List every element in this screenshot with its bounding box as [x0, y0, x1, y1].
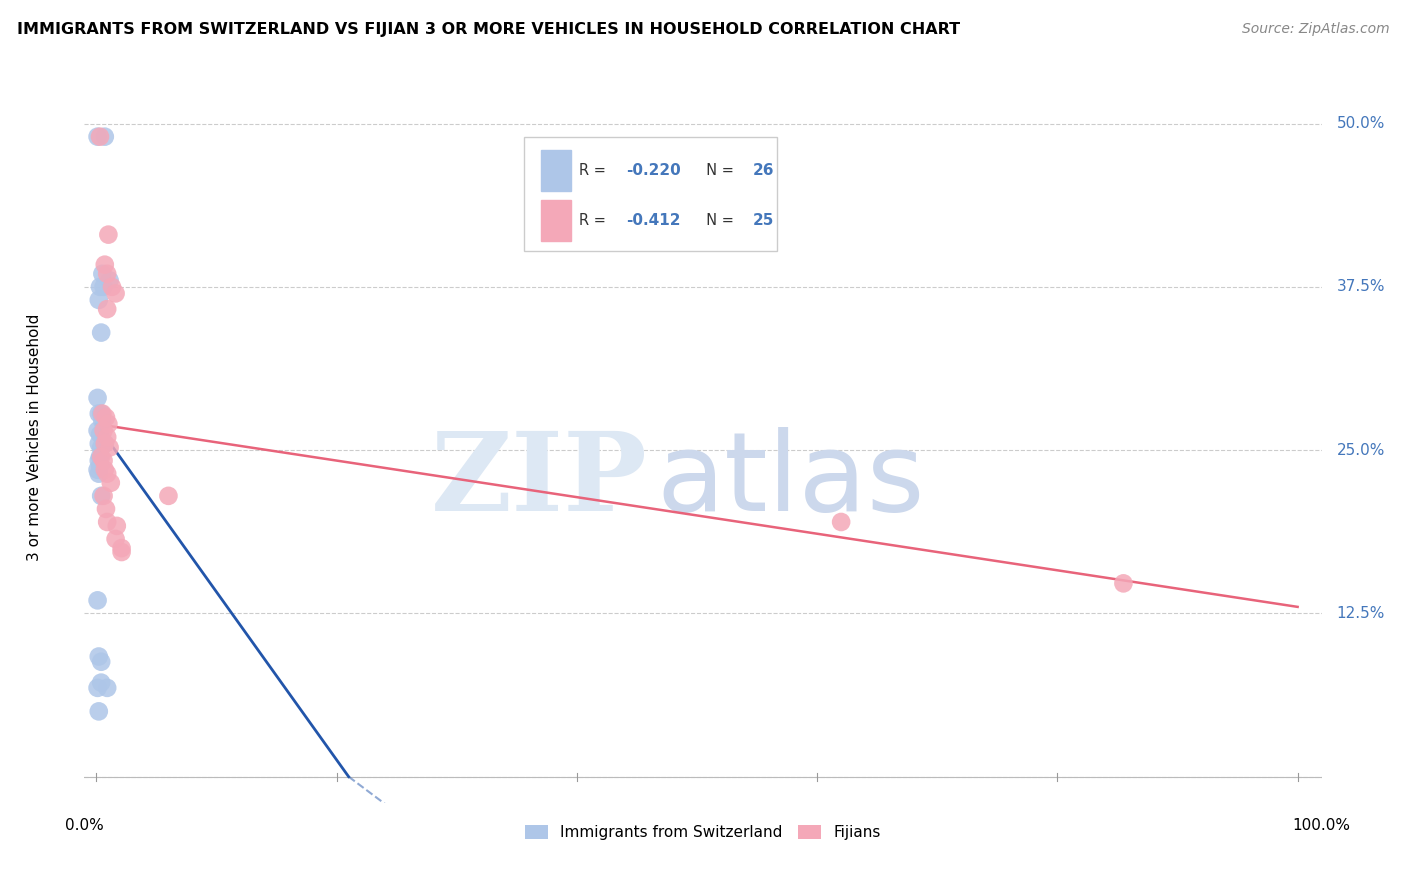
Point: [94, 463, 117, 477]
Point: [89, 280, 111, 294]
Point: [86, 463, 108, 477]
Text: -0.412: -0.412: [626, 213, 681, 227]
Point: [93, 453, 115, 467]
Point: [110, 541, 132, 555]
Legend: Immigrants from Switzerland, Fijians: Immigrants from Switzerland, Fijians: [519, 819, 887, 847]
Text: 25: 25: [752, 213, 773, 227]
Point: [89, 427, 111, 442]
Point: [110, 545, 132, 559]
Text: 50.0%: 50.0%: [1337, 116, 1385, 131]
Text: Source: ZipAtlas.com: Source: ZipAtlas.com: [1241, 22, 1389, 37]
Point: [104, 532, 127, 546]
Point: [90, 326, 112, 340]
Point: [89, 450, 111, 464]
Point: [87, 436, 110, 450]
Point: [830, 515, 852, 529]
Point: [105, 519, 128, 533]
Point: [90, 441, 112, 455]
Point: [96, 301, 118, 317]
Point: [87, 467, 110, 481]
Point: [90, 450, 112, 464]
Text: 37.5%: 37.5%: [1337, 279, 1385, 294]
Point: [100, 475, 122, 490]
Point: [97, 417, 120, 431]
Point: [94, 502, 117, 516]
Text: atlas: atlas: [657, 427, 925, 534]
Text: R =: R =: [579, 213, 610, 227]
Text: 100.0%: 100.0%: [1292, 819, 1351, 833]
Point: [96, 681, 118, 695]
Point: [86, 129, 108, 144]
Point: [97, 227, 120, 242]
Point: [94, 436, 117, 450]
Text: IMMIGRANTS FROM SWITZERLAND VS FIJIAN 3 OR MORE VEHICLES IN HOUSEHOLD CORRELATIO: IMMIGRANTS FROM SWITZERLAND VS FIJIAN 3 …: [17, 22, 960, 37]
Text: N =: N =: [697, 163, 738, 178]
Text: 26: 26: [752, 163, 773, 178]
Point: [96, 515, 118, 529]
Point: [93, 424, 115, 438]
FancyBboxPatch shape: [541, 200, 571, 241]
Point: [87, 293, 110, 307]
Point: [86, 681, 108, 695]
Point: [93, 489, 115, 503]
Point: [90, 489, 112, 503]
Point: [90, 407, 112, 421]
Point: [94, 436, 117, 450]
Text: ZIP: ZIP: [430, 427, 647, 534]
Point: [87, 705, 110, 719]
Point: [89, 458, 111, 473]
Point: [87, 453, 110, 467]
Point: [96, 430, 118, 444]
Point: [87, 407, 110, 421]
Point: [91, 407, 114, 421]
Point: [90, 675, 112, 690]
FancyBboxPatch shape: [541, 150, 571, 192]
Point: [94, 410, 117, 425]
Point: [91, 267, 114, 281]
Point: [86, 424, 108, 438]
Point: [98, 441, 121, 455]
Point: [96, 467, 118, 481]
Point: [90, 655, 112, 669]
Text: 0.0%: 0.0%: [65, 819, 104, 833]
Point: [94, 258, 117, 272]
Text: 12.5%: 12.5%: [1337, 606, 1385, 621]
Point: [94, 129, 117, 144]
Text: 25.0%: 25.0%: [1337, 442, 1385, 458]
Point: [101, 280, 124, 294]
Point: [93, 280, 115, 294]
Text: R =: R =: [579, 163, 610, 178]
Point: [104, 286, 127, 301]
Point: [1112, 576, 1135, 591]
Point: [157, 489, 180, 503]
Text: -0.220: -0.220: [626, 163, 681, 178]
Point: [86, 391, 108, 405]
Point: [87, 649, 110, 664]
Point: [86, 593, 108, 607]
Point: [89, 129, 111, 144]
Point: [91, 414, 114, 428]
FancyBboxPatch shape: [523, 137, 778, 251]
Point: [96, 267, 118, 281]
Text: 3 or more Vehicles in Household: 3 or more Vehicles in Household: [27, 313, 42, 561]
Point: [98, 273, 121, 287]
Text: N =: N =: [697, 213, 738, 227]
